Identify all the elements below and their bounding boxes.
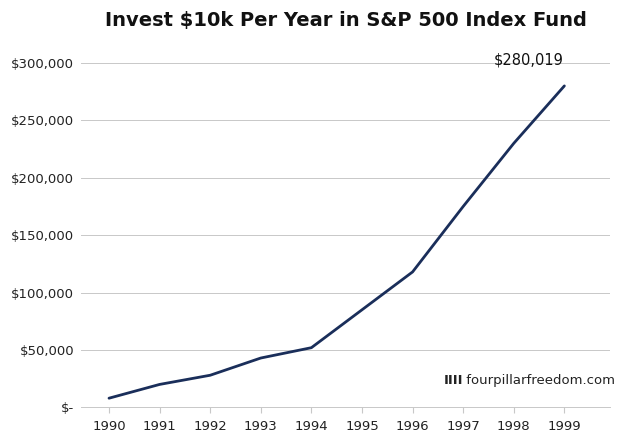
Title: Invest $10k Per Year in S&P 500 Index Fund: Invest $10k Per Year in S&P 500 Index Fu… (104, 11, 586, 30)
Text: IIII: IIII (443, 374, 463, 387)
Text: fourpillarfreedom.com: fourpillarfreedom.com (462, 374, 615, 387)
Text: $280,019: $280,019 (494, 52, 564, 67)
